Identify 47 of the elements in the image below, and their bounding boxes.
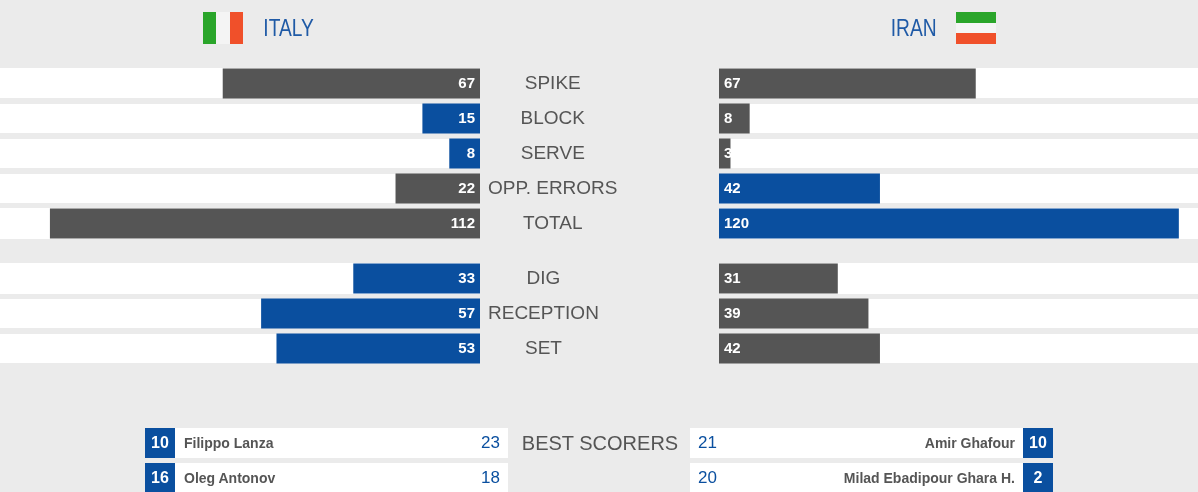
data-label: 15 [458,108,475,126]
bar [719,173,880,204]
data-label: 8 [466,143,475,161]
text: 21 [698,432,717,454]
text: 10 [1023,428,1053,458]
chart-title: ITALY [263,14,314,42]
bar [222,68,480,99]
chart-title: IRAN [890,14,937,42]
data-label: 42 [724,338,741,356]
y-tick-label: SPIKE [524,71,581,93]
y-tick-label: RECEPTION [487,301,599,323]
y-tick-label: BLOCK [520,106,586,128]
bar [719,103,750,134]
y-tick-label: TOTAL [523,211,583,233]
data-label: 42 [724,178,741,196]
text: Amir Ghafour [923,434,1015,453]
data-label: 39 [724,303,741,321]
text: 20 [698,467,717,489]
text: 18 [480,467,500,489]
text: 10 [145,428,175,458]
bar [719,68,976,99]
bar [422,103,480,134]
data-label: 33 [458,268,475,286]
data-label: 8 [724,108,733,126]
text: Oleg Antonov [184,469,276,488]
bar [395,173,480,204]
data-label: 53 [458,338,475,356]
text: 16 [145,463,175,492]
y-tick-label: DIG [526,266,561,288]
bar [719,208,1179,239]
text: Filippo Lanza [184,434,274,453]
text: Milad Ebadipour Ghara H. [842,469,1015,488]
y-tick-label: SET [524,336,563,358]
data-label: 120 [724,213,750,231]
text: 23 [480,432,500,454]
text: 2 [1023,463,1053,492]
data-label: 31 [724,268,741,286]
bar [449,138,480,169]
y-tick-label: SERVE [520,141,585,163]
data-label: 22 [458,178,475,196]
text: BEST SCORERS [520,430,680,456]
data-label: 112 [450,213,475,231]
data-label: 67 [724,73,741,91]
data-label: 57 [458,303,475,321]
data-label: 67 [458,73,475,91]
bar [49,208,480,239]
y-tick-label: OPP. ERRORS [487,176,618,198]
